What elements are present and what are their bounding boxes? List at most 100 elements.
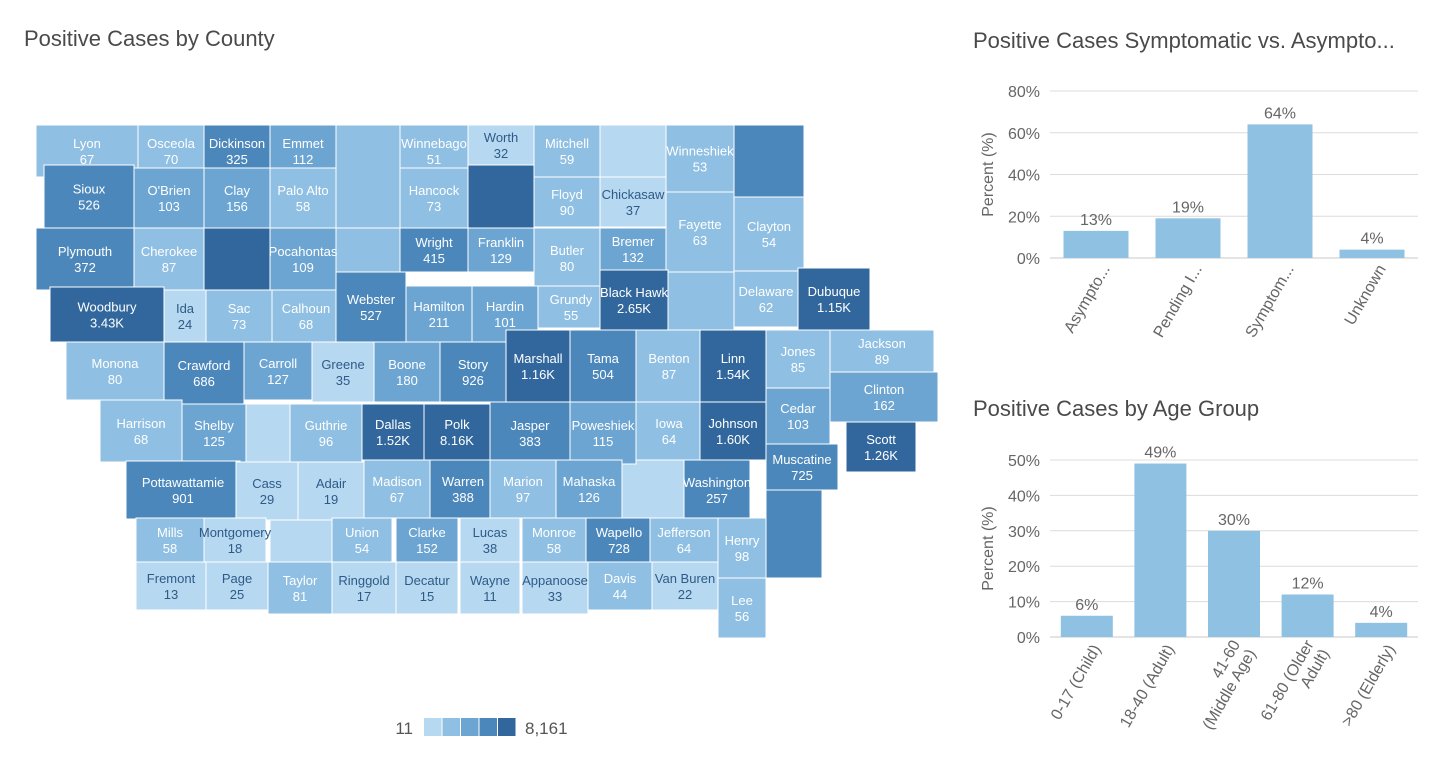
county-shape[interactable] — [635, 329, 703, 403]
county-shape[interactable] — [829, 329, 935, 373]
county-shape[interactable] — [587, 561, 653, 611]
county-shape[interactable] — [505, 329, 571, 403]
county-shape[interactable] — [489, 401, 571, 465]
county-shape[interactable] — [765, 443, 839, 491]
county-shape[interactable] — [649, 517, 719, 563]
county-shape[interactable] — [555, 459, 623, 519]
county-shape[interactable] — [459, 561, 521, 615]
county-shape[interactable] — [269, 167, 337, 229]
county-shape[interactable] — [361, 403, 425, 461]
bar[interactable] — [1281, 594, 1334, 637]
county-shape[interactable] — [399, 227, 469, 273]
county-shape[interactable] — [429, 459, 497, 519]
county-shape[interactable] — [683, 459, 751, 521]
county-shape[interactable] — [765, 329, 831, 389]
county-shape[interactable] — [243, 341, 313, 401]
county-shape[interactable] — [635, 401, 703, 461]
county-shape[interactable] — [267, 561, 333, 615]
bar[interactable] — [1060, 615, 1113, 637]
county-shape[interactable] — [395, 517, 459, 563]
county-shape[interactable] — [533, 227, 601, 289]
county-shape[interactable] — [363, 459, 431, 519]
county-shape[interactable] — [373, 341, 441, 403]
county-shape[interactable] — [521, 561, 589, 615]
county-shape[interactable] — [297, 461, 365, 521]
county-shape[interactable] — [765, 387, 831, 445]
bar[interactable] — [1134, 463, 1187, 637]
county-shape[interactable] — [405, 285, 473, 343]
county-shape[interactable] — [533, 124, 601, 178]
county-shape[interactable] — [797, 267, 871, 331]
county-shape[interactable] — [829, 371, 939, 423]
county-shape[interactable] — [569, 401, 637, 465]
county-shape[interactable] — [665, 191, 735, 273]
bar[interactable] — [1063, 230, 1129, 258]
county-shape[interactable] — [163, 341, 245, 405]
county-shape[interactable] — [269, 227, 337, 291]
county-shape[interactable] — [599, 227, 667, 271]
county-shape[interactable] — [289, 403, 363, 463]
county-shape[interactable] — [845, 421, 917, 473]
county-shape[interactable] — [35, 227, 135, 291]
county-shape[interactable] — [521, 517, 587, 563]
county-shape[interactable] — [181, 403, 247, 463]
county-shape[interactable] — [599, 269, 669, 331]
county-shape[interactable] — [439, 341, 507, 403]
county-shape[interactable] — [311, 341, 375, 403]
bar[interactable] — [1247, 124, 1313, 259]
county-shape[interactable] — [205, 289, 273, 343]
county-shape[interactable] — [331, 517, 393, 563]
county-shape[interactable] — [331, 561, 397, 615]
